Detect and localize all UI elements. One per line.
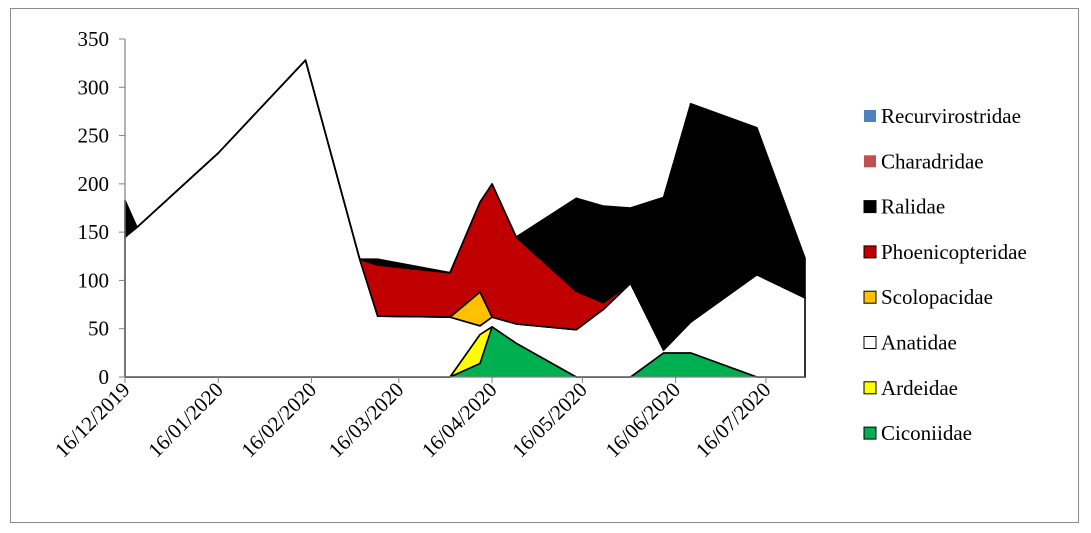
area-ciconiidae <box>125 326 805 377</box>
legend-swatch-ciconiidae <box>863 426 877 440</box>
legend-label-ardeidae: Ardeidae <box>881 376 958 400</box>
y-tick-label: 300 <box>78 75 110 99</box>
legend-swatch-phoenicopteridae <box>863 245 877 259</box>
plot-areas <box>124 59 806 378</box>
legend-label-recurvirostridae: Recurvirostridae <box>881 104 1021 128</box>
y-tick-label: 250 <box>78 124 110 148</box>
legend-label-ciconiidae: Ciconiidae <box>881 421 972 445</box>
legend-label-anatidae: Anatidae <box>881 331 957 355</box>
legend-label-charadridae: Charadridae <box>881 149 984 173</box>
x-tick-label: 16/02/2020 <box>236 378 321 463</box>
y-tick-label: 200 <box>78 172 110 196</box>
legend-label-phoenicopteridae: Phoenicopteridae <box>881 240 1027 264</box>
y-tick-label: 350 <box>78 27 110 51</box>
x-tick-label: 16/01/2020 <box>143 378 228 463</box>
y-tick-label: 0 <box>99 365 110 389</box>
y-tick-label: 50 <box>88 317 109 341</box>
x-tick-label: 16/07/2020 <box>691 378 776 463</box>
y-tick-label: 150 <box>78 220 110 244</box>
legend-swatch-anatidae <box>863 336 877 349</box>
legend-label-scolopacidae: Scolopacidae <box>881 285 993 309</box>
x-tick-label: 16/04/2020 <box>417 378 502 463</box>
legend: Recurvirostridae Charadridae Ralidae Phoeni… <box>863 104 1027 445</box>
legend-swatch-recurvirostridae <box>864 110 876 122</box>
x-tick-label: 16/05/2020 <box>507 378 592 463</box>
x-tick-label: 16/03/2020 <box>324 378 409 463</box>
legend-swatch-ardeidae <box>863 381 877 395</box>
legend-swatch-charadridae <box>864 155 876 168</box>
x-tick-label: 16/12/2019 <box>50 378 135 463</box>
legend-label-ralidae: Ralidae <box>881 195 945 219</box>
x-tick-label: 16/06/2020 <box>601 378 686 463</box>
legend-swatch-ralidae <box>863 200 877 214</box>
area-ralidae <box>124 59 806 351</box>
legend-swatch-scolopacidae <box>863 290 877 304</box>
y-tick-label: 100 <box>78 268 110 292</box>
